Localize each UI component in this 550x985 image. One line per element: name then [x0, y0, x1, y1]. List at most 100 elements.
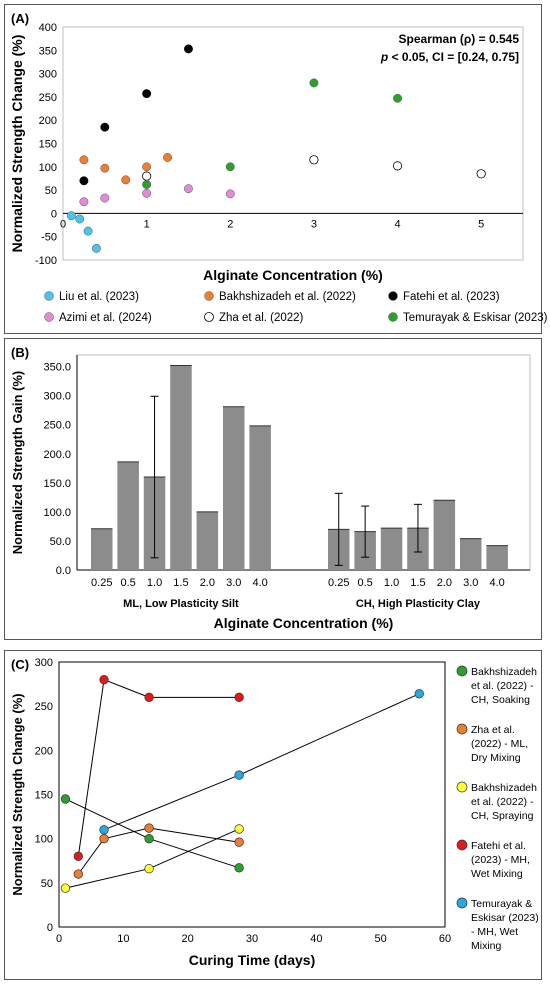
x-tick-label: 4 [394, 218, 400, 230]
y-tick-label: 150 [35, 790, 53, 802]
bar [223, 406, 245, 570]
group-label: ML, Low Plasticity Silt [123, 598, 239, 610]
legend-label-line: CH, Soaking [471, 694, 530, 706]
data-point [121, 175, 131, 185]
data-point [414, 689, 424, 699]
data-point [225, 189, 235, 199]
data-point [225, 162, 235, 172]
data-point [79, 155, 89, 165]
x-tick-label: 20 [182, 933, 194, 945]
significance-annotation: p < 0.05, CI = [0.24, 0.75] [380, 50, 519, 64]
bar [91, 528, 113, 570]
data-point [144, 864, 154, 874]
spearman-annotation: Spearman (ρ) = 0.545 [399, 32, 520, 46]
y-tick-label: 200.0 [43, 449, 71, 461]
bar [117, 461, 139, 570]
legend-label-line: Bakhshizadeh [471, 666, 537, 678]
legend-marker [44, 291, 54, 301]
legend-label-line: et al. (2022) - [471, 796, 534, 808]
y-tick-label: 100 [39, 162, 57, 174]
x-tick-label: 60 [439, 933, 451, 945]
bar [433, 500, 456, 570]
legend-label: Bakhshizadeh et al. (2022) [219, 291, 356, 303]
y-tick-label: 200 [35, 745, 53, 757]
y-axis-label: Normalized Strength Change (%) [9, 35, 25, 253]
y-tick-label: 50 [41, 878, 53, 890]
data-point [144, 834, 154, 844]
legend-label-line: Fatehi et al. [471, 840, 526, 852]
x-tick-label: 1.5 [173, 577, 188, 589]
legend-marker [388, 312, 398, 322]
x-tick-label: 0 [56, 933, 62, 945]
legend-label: Zha et al. (2022) [219, 312, 304, 324]
x-tick-label: 3.0 [226, 577, 241, 589]
x-tick-label: 2 [227, 218, 233, 230]
y-tick-label: -100 [35, 255, 57, 267]
legend-label: Zha et al. (2022) - ML, Dry Mixing [471, 724, 528, 764]
data-point [234, 692, 244, 702]
x-tick-label: 1.0 [147, 577, 162, 589]
y-tick-label: 300 [39, 69, 57, 81]
y-tick-label: 250.0 [43, 420, 71, 432]
legend-marker [388, 291, 398, 301]
data-point [142, 162, 152, 172]
data-point [144, 823, 154, 833]
x-axis-label: Alginate Concentration (%) [203, 267, 383, 283]
data-point [234, 863, 244, 873]
y-tick-label: 300 [35, 657, 53, 669]
legend-label-line: Zha et al. [471, 724, 515, 736]
data-point [392, 161, 403, 171]
series-line [77, 827, 240, 875]
x-tick-label: 0.25 [328, 577, 349, 589]
legend-label: Azimi et al. (2024) [59, 312, 152, 324]
y-tick-label: 150 [39, 139, 57, 151]
y-tick-label: 400 [39, 22, 57, 34]
panel-c: (C) 0 50 100 150 200 250 300 0 10 20 30 40 50 60 Curing… [4, 650, 542, 980]
data-point [309, 78, 319, 88]
data-point [142, 89, 152, 99]
x-tick-label: 3.0 [463, 577, 478, 589]
plot-area [62, 26, 524, 261]
data-point [79, 176, 89, 186]
legend-label-line: Wet Mixing [471, 868, 523, 880]
data-point [73, 869, 83, 879]
data-point [184, 184, 193, 194]
y-axis-label: Normalized Strength Gain (%) [10, 371, 25, 554]
data-point [99, 675, 109, 685]
legend-label-line: Temurayak & [471, 898, 532, 910]
y-tick-label: 100.0 [43, 507, 71, 519]
data-point [75, 214, 85, 224]
legend-label-line: - MH, Wet [471, 926, 518, 938]
y-tick-label: 50 [45, 185, 57, 197]
x-tick-label: 1 [144, 218, 150, 230]
significance-p: p [380, 50, 388, 64]
data-point [309, 155, 319, 165]
x-tick-label: 4.0 [253, 577, 268, 589]
data-point [163, 153, 172, 162]
legend-label-line: (2023) - MH, [471, 854, 530, 866]
data-point [234, 824, 244, 834]
data-point [393, 93, 402, 103]
x-tick-label: 40 [310, 933, 322, 945]
legend-marker [204, 291, 214, 301]
legend-label: Bakhshizadeh et al. (2022) - CH, Spraying [471, 782, 537, 822]
x-tick-label: 0.25 [91, 577, 112, 589]
data-point [100, 122, 110, 132]
y-tick-label: 300.0 [43, 391, 71, 403]
panel-label: (C) [11, 657, 29, 672]
y-tick-label: 350.0 [43, 362, 71, 374]
plot-area [58, 661, 446, 928]
panel-b: (B) 0.0 50.0 100.0 150.0 200.0 250.0 300.0 350.0… [4, 338, 542, 640]
series-line [77, 678, 240, 857]
x-tick-label: 0.5 [121, 577, 136, 589]
legend-label: Bakhshizadeh et al. (2022) - CH, Soaking [471, 666, 537, 706]
y-tick-label: 250 [35, 701, 53, 713]
y-tick-label: 50.0 [50, 536, 71, 548]
legend-marker [456, 723, 468, 735]
legend-label: Temurayak & Eskisar (2023) - MH, Wet Mixing [471, 898, 539, 952]
data-point [73, 851, 83, 861]
x-tick-label: 3 [311, 218, 317, 230]
x-tick-label: 4.0 [490, 577, 505, 589]
data-point [99, 825, 109, 835]
